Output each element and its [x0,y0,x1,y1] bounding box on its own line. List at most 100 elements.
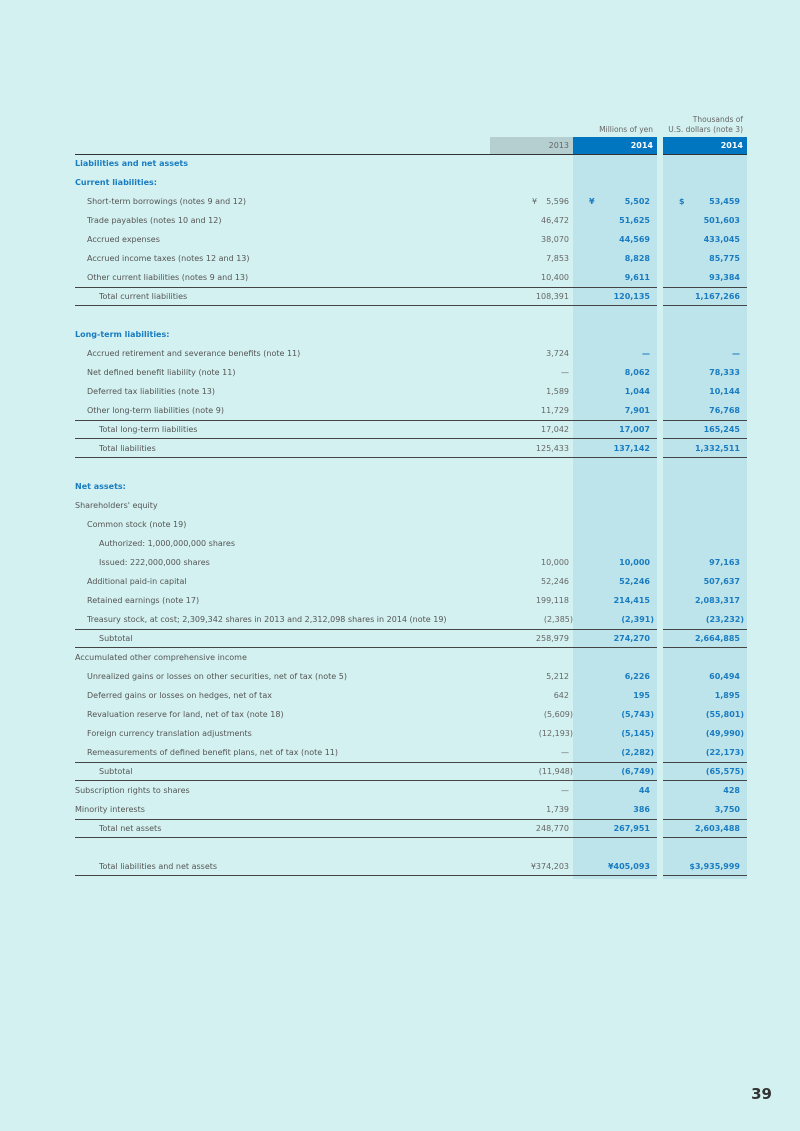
table-row: Subtotal 258,979 274,270 2,664,885 [75,629,747,649]
divider [75,305,657,307]
value-2014-usd: 165,245 [703,425,740,434]
divider [663,647,747,649]
table-row: Subscription rights to shares — 44 428 [75,781,747,800]
row-label: Trade payables (notes 10 and 12) [87,216,222,225]
divider [663,875,747,877]
value-2013: 3,724 [546,349,569,358]
row-label: Total current liabilities [99,292,188,301]
row-label: Accrued retirement and severance benefit… [87,349,301,358]
value-2014-yen: 137,142 [613,444,650,453]
value-2013: (11,948) [538,767,573,776]
divider [663,762,747,764]
value-2013: (12,193) [538,729,573,738]
row-label: Liabilities and net assets [75,159,188,168]
row-label: Long-term liabilities: [75,330,170,339]
value-2014-usd: 2,603,488 [694,824,740,833]
value-2014-usd: 507,637 [703,577,740,586]
page-number: 39 [751,1085,772,1103]
table-row: Total liabilities and net assets ¥374,203… [75,857,747,877]
table-row: Accumulated other comprehensive income [75,648,747,667]
row-label: Net defined benefit liability (note 11) [87,368,236,377]
row-label: Additional paid-in capital [87,577,187,586]
row-label: Remeasurements of defined benefit plans,… [87,748,339,757]
value-2013: — [561,786,569,795]
blank-row [75,458,747,477]
blank-row [75,306,747,325]
value-2014-yen: 5,502 [624,197,650,206]
value-2014-yen: 9,611 [624,273,650,282]
value-2014-usd: (23,232) [705,615,744,624]
shade-2014-yen [573,137,657,879]
value-2013: 5,596 [546,197,569,206]
value-2014-usd: 1,895 [714,691,740,700]
currency-symbol: ¥ [589,197,595,206]
col-header-2014-yen: 2014 [573,137,657,154]
value-2014-yen: (6,749) [621,767,654,776]
row-label: Retained earnings (note 17) [87,596,200,605]
value-2014-usd: 53,459 [709,197,740,206]
row-label: Total long-term liabilities [99,425,198,434]
table-row: Trade payables (notes 10 and 12) 46,472 51… [75,211,747,230]
table-row: Additional paid-in capital 52,246 52,246 50… [75,572,747,591]
value-2014-yen: 8,828 [624,254,650,263]
table-row: Short-term borrowings (notes 9 and 12) 5,… [75,192,747,211]
table-row: Deferred tax liabilities (note 13) 1,589 1… [75,382,747,401]
shade-2014-usd [663,137,747,879]
divider [75,819,657,821]
value-2013: 642 [553,691,569,700]
value-2014-usd: (49,990) [705,729,744,738]
divider [75,875,657,877]
table-row: Total current liabilities 108,391 120,135 1… [75,287,747,307]
value-2013: 1,589 [546,387,569,396]
value-2014-usd: (65,575) [705,767,744,776]
divider [75,420,657,422]
value-2014-yen: — [642,349,650,358]
divider [663,819,747,821]
value-2013: ¥374,203 [530,862,569,871]
value-2014-usd: 10,144 [709,387,740,396]
divider [75,837,657,839]
row-label: Deferred gains or losses on hedges, net … [87,691,272,700]
table-row: Unrealized gains or losses on other secu… [75,667,747,686]
value-2014-yen: 51,625 [619,216,650,225]
value-2014-yen: 274,270 [613,634,650,643]
value-2014-yen: 267,951 [613,824,650,833]
row-label: Short-term borrowings (notes 9 and 12) [87,197,247,206]
header-rule [75,154,657,156]
value-2014-usd: 2,664,885 [694,634,740,643]
value-2013: 10,000 [541,558,569,567]
row-label: Other long-term liabilities (note 9) [87,406,224,415]
table-row: Treasury stock, at cost; 2,309,342 share… [75,610,747,629]
table-row: Accrued expenses 38,070 44,569 433,045 [75,230,747,249]
value-2014-yen: 195 [633,691,650,700]
table-row: Deferred gains or losses on hedges, net … [75,686,747,705]
divider [663,305,747,307]
col-header-2013: 2013 [490,137,573,154]
divider [663,629,747,631]
value-2014-yen: 8,062 [624,368,650,377]
value-2013: 38,070 [541,235,569,244]
table-row: Revaluation reserve for land, net of tax… [75,705,747,724]
row-label: Accrued expenses [87,235,160,244]
value-2013: (5,609) [543,710,573,719]
table-row: Issued: 222,000,000 shares 10,000 10,000 97… [75,553,747,572]
row-label: Total liabilities and net assets [99,862,218,871]
value-2014-yen: 120,135 [613,292,650,301]
section-heading: Current liabilities: [75,173,747,192]
divider [75,438,657,440]
balance-sheet-table: Liabilities and net assets Current liabil… [75,154,747,877]
row-label: Foreign currency translation adjustments [87,729,252,738]
value-2013: 7,853 [546,254,569,263]
blank-row [75,838,747,857]
divider [75,647,657,649]
table-row: Total net assets 248,770 267,951 2,603,488 [75,819,747,839]
value-2014-usd: 501,603 [703,216,740,225]
divider [663,287,747,289]
value-2014-usd: 85,775 [709,254,740,263]
row-label: Unrealized gains or losses on other secu… [87,672,347,681]
value-2014-usd: 2,083,317 [694,596,740,605]
value-2013: (2,385) [543,615,573,624]
table-row: Accrued income taxes (notes 12 and 13) 7,… [75,249,747,268]
value-2014-yen: 44,569 [619,235,650,244]
divider [663,420,747,422]
